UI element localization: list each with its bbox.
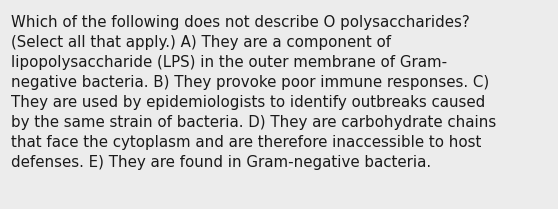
Text: Which of the following does not describe O polysaccharides?
(Select all that app: Which of the following does not describe…: [11, 15, 497, 170]
